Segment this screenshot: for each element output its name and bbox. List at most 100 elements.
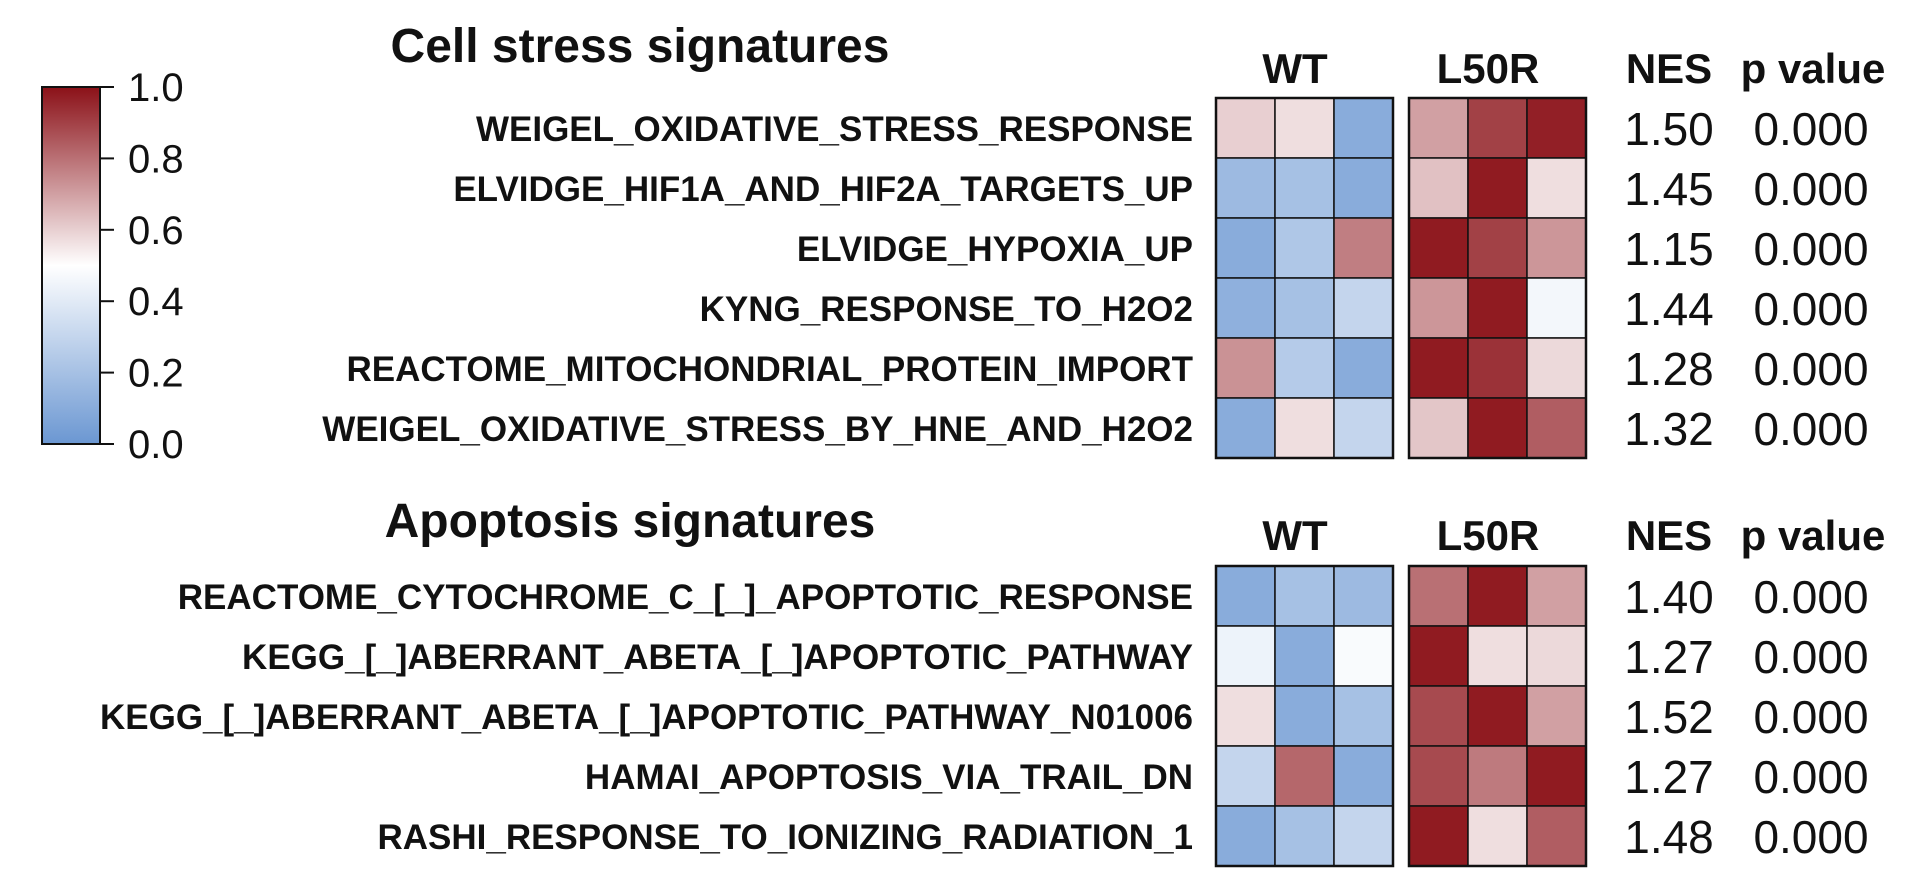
color-scale-tick-label: 0.0 [128, 423, 184, 467]
heat-cell-l50r [1467, 277, 1528, 339]
heat-cell-wt [1274, 745, 1335, 807]
nes-value: 1.40 [1624, 571, 1714, 623]
heat-cell-l50r [1467, 805, 1528, 867]
color-scale-tick-label: 0.2 [128, 352, 184, 396]
heat-cell-wt [1274, 97, 1335, 159]
heat-cell-wt [1333, 805, 1394, 867]
group-header-wt: WT [1262, 512, 1328, 559]
heat-block-frame-wt [1214, 96, 1395, 460]
nes-value: 1.27 [1624, 631, 1714, 683]
heat-cell-l50r [1408, 97, 1469, 159]
color-scale-tick-label: 0.6 [128, 209, 184, 253]
heat-cell-l50r [1408, 625, 1469, 687]
heat-cell-l50r [1467, 625, 1528, 687]
heat-cell-wt [1274, 217, 1335, 279]
heat-cell-l50r [1526, 565, 1587, 627]
heat-cell-wt [1333, 625, 1394, 687]
heat-cell-l50r [1408, 277, 1469, 339]
heat-cell-l50r [1526, 685, 1587, 747]
heat-cell-wt [1215, 277, 1276, 339]
color-scale-tick-label: 0.8 [128, 137, 184, 181]
signature-label: REACTOME_MITOCHONDRIAL_PROTEIN_IMPORT [346, 350, 1193, 389]
panel-title: Cell stress signatures [391, 20, 890, 73]
panel-title: Apoptosis signatures [385, 495, 876, 548]
heat-cell-wt [1333, 565, 1394, 627]
p-value: 0.000 [1753, 811, 1868, 863]
heat-cell-l50r [1526, 157, 1587, 219]
group-header-wt: WT [1262, 45, 1328, 92]
heat-cell-l50r [1526, 397, 1587, 459]
heat-cell-wt [1215, 805, 1276, 867]
heat-cell-wt [1333, 685, 1394, 747]
heat-cell-l50r [1526, 217, 1587, 279]
heat-cell-wt [1274, 157, 1335, 219]
heat-cell-wt [1274, 277, 1335, 339]
nes-value: 1.48 [1624, 811, 1714, 863]
p-value-header: p value [1741, 512, 1886, 559]
p-value: 0.000 [1753, 283, 1868, 335]
p-value: 0.000 [1753, 223, 1868, 275]
heat-cell-l50r [1467, 565, 1528, 627]
signature-label: REACTOME_CYTOCHROME_C_[_]_APOPTOTIC_RESP… [178, 578, 1193, 617]
heat-cell-l50r [1467, 745, 1528, 807]
heat-cell-wt [1333, 337, 1394, 399]
panel-cell-stress: Cell stress signatures WT L50R NES p val… [322, 20, 1885, 460]
heat-cell-l50r [1467, 217, 1528, 279]
heat-cell-l50r [1526, 97, 1587, 159]
nes-value: 1.15 [1624, 223, 1714, 275]
nes-value: 1.44 [1624, 283, 1714, 335]
heat-cell-wt [1274, 805, 1335, 867]
signature-label: ELVIDGE_HYPOXIA_UP [797, 230, 1193, 269]
heat-cell-wt [1215, 685, 1276, 747]
p-value: 0.000 [1753, 631, 1868, 683]
signature-label: WEIGEL_OXIDATIVE_STRESS_BY_HNE_AND_H2O2 [322, 410, 1193, 449]
heat-cell-l50r [1467, 337, 1528, 399]
heat-cell-l50r [1526, 337, 1587, 399]
p-value: 0.000 [1753, 691, 1868, 743]
group-header-l50r: L50R [1437, 45, 1540, 92]
p-value: 0.000 [1753, 751, 1868, 803]
heat-cell-l50r [1467, 97, 1528, 159]
heat-cell-l50r [1408, 217, 1469, 279]
signature-label: RASHI_RESPONSE_TO_IONIZING_RADIATION_1 [377, 818, 1193, 857]
heat-cell-l50r [1408, 397, 1469, 459]
heat-cell-l50r [1526, 805, 1587, 867]
heat-cell-wt [1274, 397, 1335, 459]
signature-label: ELVIDGE_HIF1A_AND_HIF2A_TARGETS_UP [453, 170, 1193, 209]
nes-value: 1.32 [1624, 403, 1714, 455]
heat-cell-wt [1333, 277, 1394, 339]
heat-cell-wt [1215, 97, 1276, 159]
heat-cell-wt [1274, 685, 1335, 747]
p-value: 0.000 [1753, 103, 1868, 155]
color-scale-legend: 0.0 0.2 0.4 0.6 0.8 1.0 [41, 66, 184, 467]
panel-apoptosis: Apoptosis signatures WT L50R NES p value… [100, 495, 1886, 868]
heat-cell-l50r [1526, 277, 1587, 339]
heat-cell-wt [1333, 157, 1394, 219]
heat-cell-wt [1333, 745, 1394, 807]
signature-label: KEGG_[_]ABERRANT_ABETA_[_]APOPTOTIC_PATH… [100, 698, 1193, 737]
p-value: 0.000 [1753, 571, 1868, 623]
heat-block-frame-l50r [1407, 564, 1588, 868]
heat-cell-wt [1215, 397, 1276, 459]
heat-cell-wt [1215, 625, 1276, 687]
heat-block-frame-l50r [1407, 96, 1588, 460]
heat-cell-l50r [1408, 745, 1469, 807]
nes-value: 1.50 [1624, 103, 1714, 155]
heat-cell-wt [1215, 217, 1276, 279]
heat-cell-wt [1215, 565, 1276, 627]
nes-value: 1.52 [1624, 691, 1714, 743]
heat-cell-wt [1274, 337, 1335, 399]
p-value: 0.000 [1753, 343, 1868, 395]
nes-header: NES [1626, 45, 1712, 92]
heat-cell-l50r [1467, 685, 1528, 747]
heat-cell-l50r [1408, 157, 1469, 219]
nes-value: 1.28 [1624, 343, 1714, 395]
heat-cell-l50r [1467, 157, 1528, 219]
heat-cell-wt [1333, 217, 1394, 279]
heat-cell-wt [1333, 97, 1394, 159]
signature-label: HAMAI_APOPTOSIS_VIA_TRAIL_DN [585, 758, 1193, 797]
color-scale-tick-label: 1.0 [128, 66, 184, 110]
heat-cell-wt [1274, 625, 1335, 687]
heat-cell-wt [1215, 157, 1276, 219]
